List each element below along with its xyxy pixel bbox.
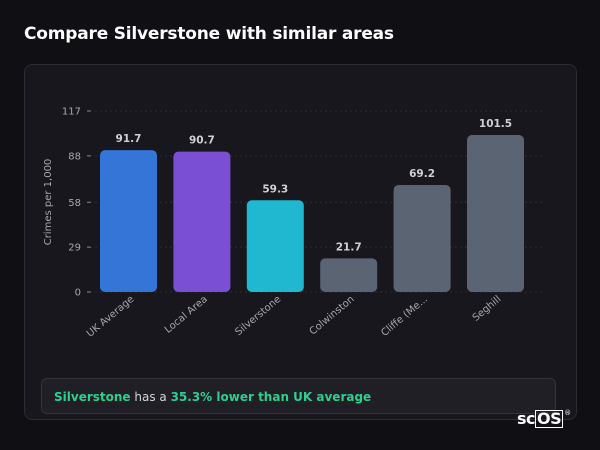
- bar-silverstone[interactable]: [246, 200, 304, 292]
- y-tick-label: 58: [68, 198, 81, 209]
- x-tick-label: Colwinston: [308, 294, 357, 338]
- y-tick-label: 88: [68, 151, 81, 162]
- value-label: 69.2: [409, 168, 435, 180]
- note-text: has a: [130, 390, 171, 404]
- bar-chart: 0 29 58 88 117 91.7 90.7 59.3 21.7 69.2 101.5 UK …: [43, 107, 543, 340]
- y-axis-label: Crimes per 1,000: [43, 159, 54, 246]
- bar-colwinston[interactable]: [320, 258, 378, 292]
- value-label: 90.7: [189, 135, 215, 147]
- value-label: 21.7: [336, 241, 362, 253]
- value-label: 101.5: [479, 118, 512, 130]
- x-tick-label: UK Average: [85, 294, 137, 340]
- bar-uk-average[interactable]: [100, 150, 157, 292]
- x-tick-label: Silverstone: [233, 294, 283, 338]
- y-tick-label: 117: [62, 107, 81, 118]
- bar-seghill[interactable]: [467, 134, 524, 292]
- value-label: 91.7: [116, 133, 142, 145]
- note-highlight: 35.3% lower than UK average: [170, 390, 372, 404]
- page-title: Compare Silverstone with similar areas: [24, 24, 394, 44]
- x-tick-label: Cliffe (Me...: [379, 294, 430, 339]
- scos-logo: sc OS ®: [517, 409, 571, 428]
- bar-cliffe-me[interactable]: [393, 184, 451, 292]
- note-area-name: Silverstone: [54, 390, 131, 404]
- x-tick-label: Local Area: [163, 294, 210, 336]
- y-tick-label: 0: [75, 288, 81, 299]
- bar-local-area[interactable]: [173, 151, 231, 292]
- x-tick-label: Seghill: [471, 294, 504, 324]
- value-label: 59.3: [262, 183, 288, 195]
- chart-card: 0 29 58 88 117 91.7 90.7 59.3 21.7 69.2 101.5 UK …: [24, 64, 577, 420]
- comparison-note: Silverstone has a 35.3% lower than UK av…: [41, 378, 556, 414]
- y-tick-label: 29: [68, 243, 81, 254]
